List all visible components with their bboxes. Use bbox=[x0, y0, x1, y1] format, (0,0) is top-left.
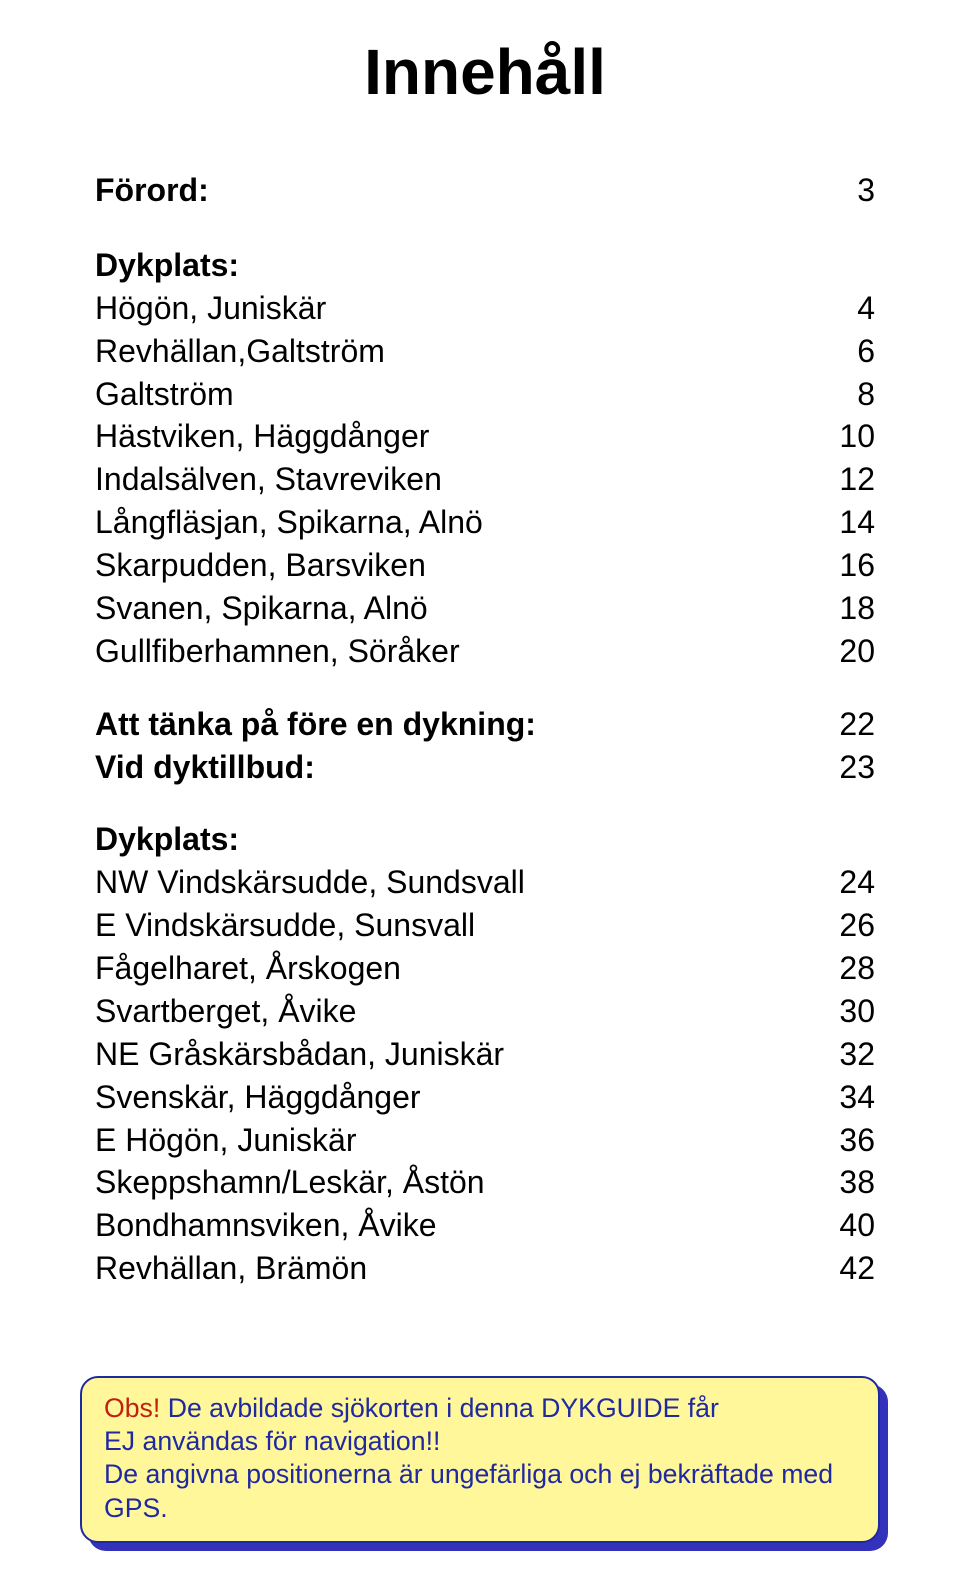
toc-label: Revhällan, Brämön bbox=[95, 1247, 815, 1290]
toc-label: Skarpudden, Barsviken bbox=[95, 544, 815, 587]
toc-page-number: 30 bbox=[815, 990, 875, 1033]
notice-obs: Obs! bbox=[104, 1393, 160, 1423]
toc-row: E Vindskärsudde, Sunsvall26 bbox=[95, 904, 875, 947]
toc-section-header: Dykplats: bbox=[95, 244, 875, 287]
toc-label: Svenskär, Häggdånger bbox=[95, 1076, 815, 1119]
toc-page-number: 4 bbox=[815, 287, 875, 330]
toc-row: Indalsälven, Stavreviken12 bbox=[95, 458, 875, 501]
toc-row: Svenskär, Häggdånger34 bbox=[95, 1076, 875, 1119]
toc-page-number: 8 bbox=[815, 373, 875, 416]
toc-page-number: 3 bbox=[815, 169, 875, 212]
toc-label: Gullfiberhamnen, Söråker bbox=[95, 630, 815, 673]
toc-label: Högön, Juniskär bbox=[95, 287, 815, 330]
toc-label: Fågelharet, Årskogen bbox=[95, 947, 815, 990]
toc-label: Dykplats: bbox=[95, 244, 815, 287]
toc-row: NW Vindskärsudde, Sundsvall24 bbox=[95, 861, 875, 904]
toc-label: Skeppshamn/Leskär, Åstön bbox=[95, 1161, 815, 1204]
page-title: Innehåll bbox=[95, 35, 875, 109]
toc-row: Långfläsjan, Spikarna, Alnö14 bbox=[95, 501, 875, 544]
toc-row: Gullfiberhamnen, Söråker20 bbox=[95, 630, 875, 673]
toc-row: Fågelharet, Årskogen28 bbox=[95, 947, 875, 990]
toc-page-number: 24 bbox=[815, 861, 875, 904]
toc-row: Skeppshamn/Leskär, Åstön38 bbox=[95, 1161, 875, 1204]
toc-row: Svartberget, Åvike30 bbox=[95, 990, 875, 1033]
toc-label: Galtström bbox=[95, 373, 815, 416]
toc-row: Högön, Juniskär4 bbox=[95, 287, 875, 330]
toc-page-number: 18 bbox=[815, 587, 875, 630]
toc-row: Att tänka på före en dykning:22 bbox=[95, 703, 875, 746]
toc-row: E Högön, Juniskär36 bbox=[95, 1119, 875, 1162]
toc-section-header: Dykplats: bbox=[95, 818, 875, 861]
toc-page-number: 34 bbox=[815, 1076, 875, 1119]
toc-page-number: 32 bbox=[815, 1033, 875, 1076]
toc-row: Revhällan, Brämön42 bbox=[95, 1247, 875, 1290]
toc-page-number: 26 bbox=[815, 904, 875, 947]
toc-page-number: 22 bbox=[815, 703, 875, 746]
notice-line-3: De angivna positionerna är ungefärliga o… bbox=[104, 1458, 856, 1525]
toc-label: Svartberget, Åvike bbox=[95, 990, 815, 1033]
toc-page-number: 6 bbox=[815, 330, 875, 373]
toc-label: NW Vindskärsudde, Sundsvall bbox=[95, 861, 815, 904]
notice-content: Obs! De avbildade sjökorten i denna DYKG… bbox=[80, 1376, 880, 1543]
toc-label: Långfläsjan, Spikarna, Alnö bbox=[95, 501, 815, 544]
toc-section-header: Förord:3 bbox=[95, 169, 875, 212]
toc-label: Svanen, Spikarna, Alnö bbox=[95, 587, 815, 630]
page: Innehåll Förord:3Dykplats:Högön, Juniskä… bbox=[0, 0, 960, 1593]
toc-page-number: 28 bbox=[815, 947, 875, 990]
toc-label: Dykplats: bbox=[95, 818, 815, 861]
toc-page-number: 16 bbox=[815, 544, 875, 587]
notice-line-1: Obs! De avbildade sjökorten i denna DYKG… bbox=[104, 1392, 856, 1425]
toc-page-number: 12 bbox=[815, 458, 875, 501]
toc-label: E Vindskärsudde, Sunsvall bbox=[95, 904, 815, 947]
toc-label: Att tänka på före en dykning: bbox=[95, 703, 815, 746]
toc-page-number: 42 bbox=[815, 1247, 875, 1290]
toc-row: Svanen, Spikarna, Alnö18 bbox=[95, 587, 875, 630]
spacer bbox=[95, 212, 875, 244]
toc-label: NE Gråskärsbådan, Juniskär bbox=[95, 1033, 815, 1076]
toc-page-number: 14 bbox=[815, 501, 875, 544]
notice-text-1: De avbildade sjökorten i denna DYKGUIDE … bbox=[160, 1393, 719, 1423]
toc-row: Skarpudden, Barsviken16 bbox=[95, 544, 875, 587]
toc-label: Vid dyktillbud: bbox=[95, 746, 815, 789]
toc-row: Revhällan,Galtström6 bbox=[95, 330, 875, 373]
toc-row: Bondhamnsviken, Åvike40 bbox=[95, 1204, 875, 1247]
toc-label: Förord: bbox=[95, 169, 815, 212]
toc-label: Indalsälven, Stavreviken bbox=[95, 458, 815, 501]
toc-page-number: 20 bbox=[815, 630, 875, 673]
toc-row: Vid dyktillbud:23 bbox=[95, 746, 875, 789]
notice-line-2: EJ användas för navigation!! bbox=[104, 1425, 856, 1458]
toc-label: Bondhamnsviken, Åvike bbox=[95, 1204, 815, 1247]
toc-label: E Högön, Juniskär bbox=[95, 1119, 815, 1162]
toc-page-number: 40 bbox=[815, 1204, 875, 1247]
toc-row: NE Gråskärsbådan, Juniskär32 bbox=[95, 1033, 875, 1076]
toc-page-number: 38 bbox=[815, 1161, 875, 1204]
toc-label: Revhällan,Galtström bbox=[95, 330, 815, 373]
toc-row: Hästviken, Häggdånger10 bbox=[95, 415, 875, 458]
spacer bbox=[95, 673, 875, 703]
spacer bbox=[95, 788, 875, 818]
toc-page-number: 36 bbox=[815, 1119, 875, 1162]
toc-page-number: 23 bbox=[815, 746, 875, 789]
toc-row: Galtström8 bbox=[95, 373, 875, 416]
toc-page-number: 10 bbox=[815, 415, 875, 458]
notice-box: Obs! De avbildade sjökorten i denna DYKG… bbox=[80, 1376, 880, 1543]
toc-label: Hästviken, Häggdånger bbox=[95, 415, 815, 458]
table-of-contents: Förord:3Dykplats:Högön, Juniskär4Revhäll… bbox=[95, 169, 875, 1290]
